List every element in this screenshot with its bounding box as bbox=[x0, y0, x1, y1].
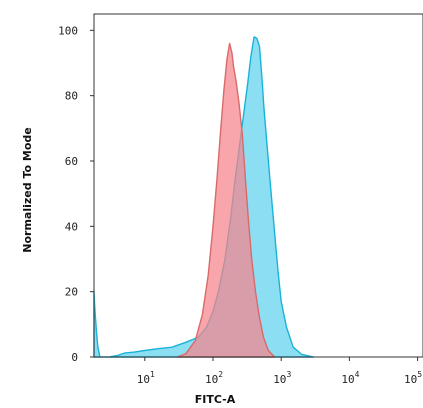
y-tick-label: 60 bbox=[65, 155, 78, 168]
x-tick-label: 104 bbox=[341, 370, 359, 386]
y-tick-label: 100 bbox=[58, 24, 78, 37]
y-tick-label: 0 bbox=[71, 351, 78, 364]
x-tick-label: 105 bbox=[404, 370, 422, 386]
y-tick-label: 40 bbox=[65, 220, 78, 233]
y-axis: 0 20 40 60 80 100 bbox=[58, 24, 94, 364]
histogram-series-2 bbox=[176, 42, 276, 358]
y-tick-label: 80 bbox=[65, 90, 78, 103]
x-axis: 101 102 103 104 105 bbox=[137, 357, 422, 386]
y-axis-title: Normalized To Mode bbox=[21, 127, 34, 252]
x-tick-label: 102 bbox=[205, 370, 223, 386]
plot-frame bbox=[93, 13, 423, 358]
x-tick-label: 101 bbox=[137, 370, 155, 386]
y-tick-label: 20 bbox=[65, 286, 78, 299]
x-axis-title: FITC-A bbox=[195, 393, 236, 406]
plot-area bbox=[93, 36, 315, 358]
x-tick-label: 103 bbox=[273, 370, 291, 386]
